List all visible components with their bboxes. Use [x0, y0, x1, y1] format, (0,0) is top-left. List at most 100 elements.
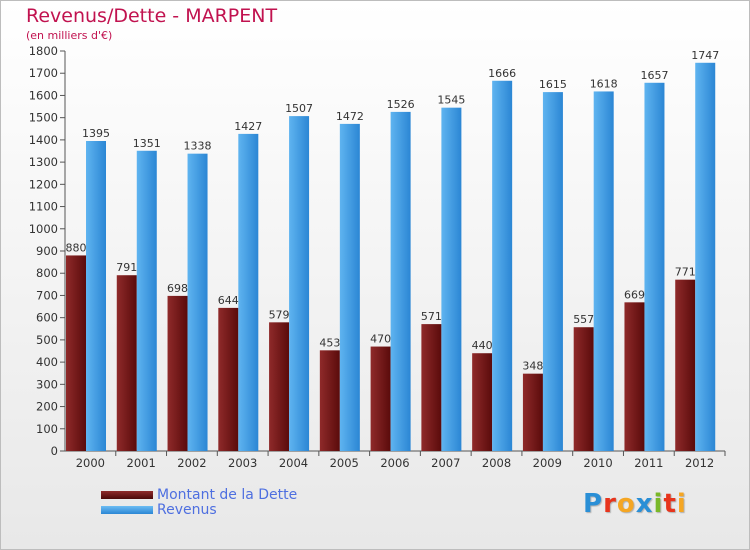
logo-letter: o [616, 489, 636, 519]
legend-swatch-revenus [101, 505, 153, 514]
bar-revenus [289, 116, 310, 451]
logo-letter: t [663, 489, 677, 519]
data-label-revenus: 1615 [539, 78, 567, 91]
data-label-dette: 698 [167, 282, 188, 295]
y-tick-label: 800 [36, 266, 58, 280]
y-tick-label: 200 [36, 400, 58, 414]
data-labels: 880 1395 791 1351 698 1338 644 1427 579 1507 453 14… [66, 49, 720, 373]
data-label-revenus: 1526 [387, 98, 415, 111]
y-tick-label: 500 [36, 333, 58, 347]
x-tick-label: 2000 [76, 456, 105, 470]
data-label-revenus: 1657 [640, 69, 668, 82]
legend-label-dette: Montant de la Dette [157, 486, 298, 503]
data-label-dette: 557 [573, 313, 594, 326]
data-label-revenus: 1395 [82, 127, 110, 140]
x-tick-label: 2011 [634, 456, 663, 470]
x-axis: 2000 2001 2002 2003 2004 2005 2006 2007 2008 2009… [65, 450, 726, 470]
logo-letter: P [583, 489, 604, 519]
bar-revenus [390, 111, 411, 451]
y-tick-label: 1500 [29, 111, 58, 125]
data-label-revenus: 1666 [488, 67, 516, 80]
data-label-dette: 348 [522, 360, 543, 373]
x-tick-label: 2009 [533, 456, 562, 470]
y-tick-label: 1200 [29, 177, 58, 191]
bar-revenus [187, 153, 208, 451]
x-tick-label: 2002 [177, 456, 206, 470]
bar-dette [675, 279, 696, 451]
legend-item-revenus: Revenus [101, 501, 297, 518]
bar-dette [421, 324, 442, 451]
x-tick-label: 2012 [685, 456, 714, 470]
bar-dette [370, 346, 391, 451]
chart-subtitle: (en milliers d'€) [26, 29, 113, 42]
data-label-dette: 579 [269, 308, 290, 321]
bar-dette [218, 307, 239, 451]
x-tick-label: 2010 [583, 456, 612, 470]
data-label-revenus: 1618 [590, 77, 618, 90]
data-label-revenus: 1747 [691, 49, 719, 62]
y-tick-label: 1800 [29, 44, 58, 58]
x-tick-label: 2005 [330, 456, 359, 470]
data-label-revenus: 1351 [133, 137, 161, 150]
logo-letter: r [603, 489, 617, 519]
bar-revenus [238, 133, 259, 451]
data-label-dette: 470 [370, 333, 391, 346]
chart-title: Revenus/Dette - MARPENT [26, 5, 278, 27]
y-tick-label: 300 [36, 377, 58, 391]
x-tick-label: 2004 [279, 456, 308, 470]
data-label-dette: 771 [675, 266, 696, 279]
y-tick-label: 0 [51, 444, 58, 458]
bar-revenus [542, 92, 563, 451]
bar-dette [116, 275, 137, 451]
bar-revenus [492, 80, 513, 452]
data-label-dette: 453 [319, 336, 340, 349]
legend-item-dette: Montant de la Dette [101, 486, 298, 503]
y-tick-label: 1600 [29, 88, 58, 102]
data-label-dette: 791 [116, 261, 137, 274]
bar-revenus [339, 123, 360, 451]
legend: Montant de la Dette Revenus [101, 486, 298, 518]
y-tick-label: 600 [36, 311, 58, 325]
bars [66, 62, 716, 452]
bar-revenus [695, 62, 716, 452]
proxiti-logo: Proxiti [583, 489, 687, 519]
bar-dette [167, 295, 188, 451]
y-tick-label: 1100 [29, 200, 58, 214]
data-label-revenus: 1545 [437, 94, 465, 107]
y-tick-label: 1400 [29, 133, 58, 147]
bar-revenus [644, 82, 665, 452]
data-label-revenus: 1472 [336, 110, 364, 123]
y-tick-label: 700 [36, 288, 58, 302]
logo-letter: i [676, 489, 687, 519]
data-label-dette: 571 [421, 310, 442, 323]
data-label-dette: 880 [66, 241, 87, 254]
bar-dette [522, 373, 543, 451]
data-label-dette: 669 [624, 288, 645, 301]
logo-letter: i [653, 489, 664, 519]
x-tick-label: 2006 [380, 456, 409, 470]
x-tick-label: 2003 [228, 456, 257, 470]
y-tick-label: 1700 [29, 66, 58, 80]
y-tick-label: 1000 [29, 222, 58, 236]
bar-dette [573, 327, 594, 451]
legend-swatch-dette [101, 490, 153, 499]
y-tick-label: 400 [36, 355, 58, 369]
bar-revenus [86, 141, 106, 451]
legend-label-revenus: Revenus [157, 501, 217, 518]
y-tick-label: 900 [36, 244, 58, 258]
y-tick-label: 1300 [29, 155, 58, 169]
bar-dette [624, 302, 645, 451]
bar-dette [66, 255, 86, 451]
bar-revenus [593, 91, 614, 451]
x-tick-label: 2008 [482, 456, 511, 470]
data-label-revenus: 1507 [285, 102, 313, 115]
data-label-revenus: 1427 [234, 120, 262, 133]
bar-revenus [441, 107, 462, 452]
bar-revenus [136, 150, 157, 451]
y-tick-label: 100 [36, 422, 58, 436]
logo-letter: x [635, 489, 654, 519]
data-label-dette: 440 [472, 339, 493, 352]
y-axis: 0 100 200 300 400 500 600 700 800 900 1000 1100 1200… [29, 44, 66, 458]
